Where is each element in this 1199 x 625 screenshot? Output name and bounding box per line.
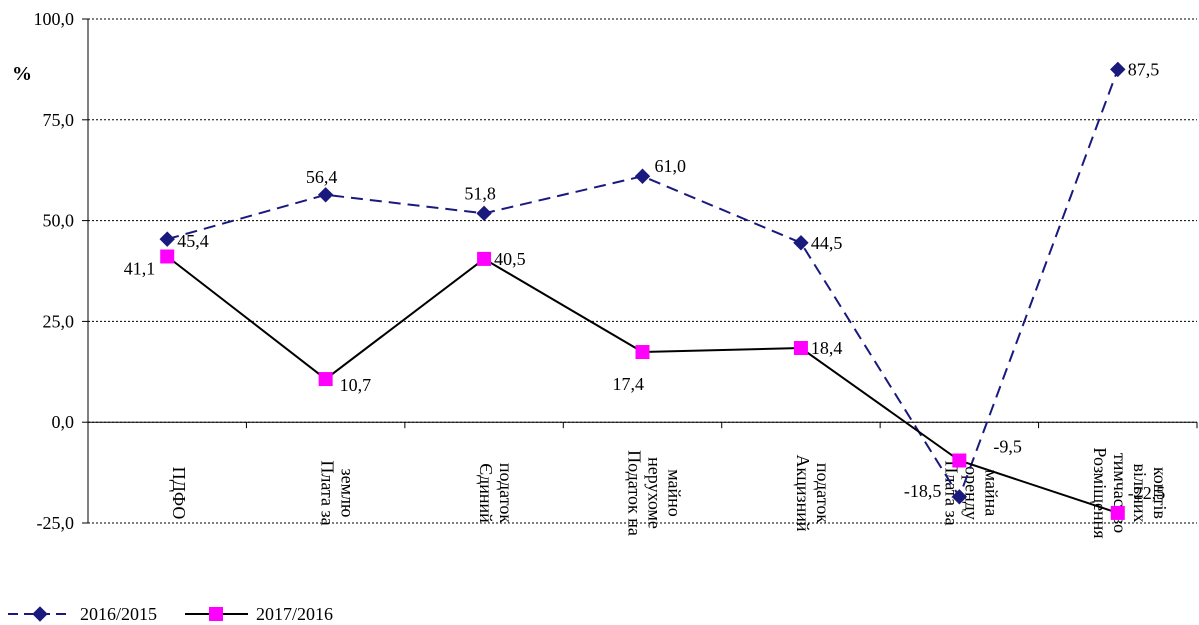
x-category-label-line: Податок на xyxy=(625,450,645,536)
x-category-label-line: оренду xyxy=(961,466,981,520)
data-label-2017-2016: -9,5 xyxy=(993,437,1022,457)
data-point-2017-2016 xyxy=(318,372,333,387)
legend-label: 2017/2016 xyxy=(256,604,333,624)
x-category-label-line: ПДФО xyxy=(169,467,189,520)
data-point-2017-2016 xyxy=(793,341,808,356)
legend-marker-diamond xyxy=(32,606,48,622)
data-point-2016-2015 xyxy=(476,205,492,222)
data-point-2016-2015 xyxy=(634,168,651,184)
x-category-label-line: вільних xyxy=(1130,464,1150,523)
data-labels: 45,4 56,4 51,8 61,0 44,5 -18,5 87,5 41,1 10,7 40,… xyxy=(124,59,1166,503)
x-category-label-line: Розміщення xyxy=(1090,447,1110,538)
data-label-2016-2015: 45,4 xyxy=(177,231,209,251)
series-layer xyxy=(159,61,1126,520)
series-line-1 xyxy=(166,69,1119,500)
legend: 2016/2015 2017/2016 xyxy=(8,604,333,624)
x-category-label: Плата за оренду майна xyxy=(941,460,1001,525)
data-point-2017-2016 xyxy=(635,345,650,360)
y-tick-label: 75,0 xyxy=(43,110,75,130)
data-label-2016-2015: 87,5 xyxy=(1128,59,1160,79)
x-category-label: Податок на нерухоме майно xyxy=(625,450,685,536)
x-category-label-line: майно xyxy=(665,469,685,517)
y-tick-label: 100,0 xyxy=(34,9,75,29)
x-category-label-line: податок xyxy=(813,463,833,523)
grid-lines xyxy=(88,18,1197,524)
data-point-2016-2015 xyxy=(951,489,968,505)
legend-item-2017-2016: 2017/2016 xyxy=(185,604,333,624)
x-category-label-line: нерухоме xyxy=(645,457,665,529)
data-point-2016-2015 xyxy=(159,231,175,247)
data-label-2016-2015: 51,8 xyxy=(464,183,496,203)
x-category-label-line: податок xyxy=(496,463,516,523)
data-label-2016-2015: -18,5 xyxy=(904,481,942,501)
y-tick-label: 0,0 xyxy=(52,412,75,432)
data-point-2017-2016 xyxy=(477,251,492,266)
x-category-label-line: Плата за xyxy=(318,460,338,525)
x-category-label-line: коштів xyxy=(1150,467,1170,519)
x-category-label: Акцизний податок xyxy=(793,454,833,531)
y-tick-label: 25,0 xyxy=(43,311,75,331)
data-point-2016-2015 xyxy=(793,235,809,251)
x-category-label-line: Акцизний xyxy=(793,454,813,531)
data-point-2016-2015 xyxy=(317,187,334,203)
data-label-2016-2015: 44,5 xyxy=(811,233,843,253)
data-label-2017-2016: -22,5 xyxy=(1128,483,1166,503)
x-category-label-line: Єдиний xyxy=(476,463,496,523)
data-point-2017-2016 xyxy=(952,453,967,468)
data-label-2017-2016: 10,7 xyxy=(340,375,372,395)
legend-marker-square xyxy=(209,607,223,621)
x-category-label: Єдиний податок xyxy=(476,463,516,523)
data-point-2016-2015 xyxy=(1110,61,1126,78)
data-point-2017-2016 xyxy=(1110,505,1125,520)
x-category-label-line: майна xyxy=(981,470,1001,517)
data-label-2017-2016: 40,5 xyxy=(494,249,525,269)
x-category-label-line: тимчасово xyxy=(1110,453,1130,533)
data-label-2016-2015: 61,0 xyxy=(655,156,687,176)
x-category-label-line: землю xyxy=(338,469,358,518)
data-point-2017-2016 xyxy=(160,249,175,264)
x-category-label: ПДФО xyxy=(169,467,189,520)
x-category-label: Плата за землю xyxy=(318,460,358,525)
y-tick-label: -25,0 xyxy=(37,513,75,533)
y-axis-label: % xyxy=(12,63,32,85)
data-label-2017-2016: 18,4 xyxy=(811,338,843,358)
data-label-2017-2016: 41,1 xyxy=(124,258,156,278)
legend-label: 2016/2015 xyxy=(80,604,157,624)
data-label-2016-2015: 56,4 xyxy=(306,167,338,187)
y-tick-label: 50,0 xyxy=(43,211,75,231)
data-label-2017-2016: 17,4 xyxy=(613,374,645,394)
legend-item-2016-2015: 2016/2015 xyxy=(8,604,157,624)
